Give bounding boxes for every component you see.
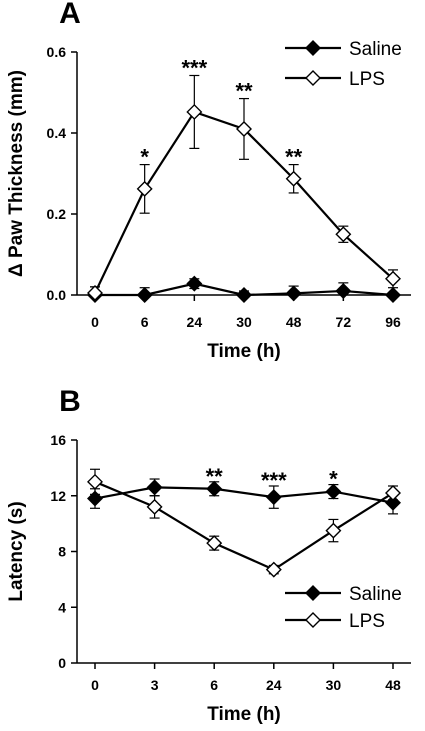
data-point [236, 287, 252, 303]
y-tick-label: 4 [58, 599, 66, 615]
data-point [136, 180, 153, 197]
data-point [335, 226, 352, 243]
data-point [87, 473, 103, 490]
significance-marker: ** [206, 464, 224, 489]
legend-label: Saline [349, 584, 402, 605]
data-point [385, 287, 401, 303]
data-point [136, 287, 153, 303]
data-point [335, 282, 352, 299]
data-point [285, 285, 302, 302]
data-point [385, 270, 401, 287]
legend-marker [305, 70, 321, 86]
legend: Saline LPS [285, 584, 402, 632]
series-line [94, 486, 394, 504]
y-tick-label: 0.2 [47, 206, 67, 222]
x-tick-label: 6 [210, 677, 218, 693]
legend-marker [305, 585, 321, 601]
data-point [87, 284, 103, 301]
y-tick-label: 0.0 [47, 287, 67, 303]
x-tick-label: 48 [385, 677, 401, 693]
series-saline [87, 275, 401, 303]
y-tick-label: 0.6 [47, 44, 67, 60]
y-tick-label: 16 [50, 432, 66, 448]
y-tick-label: 0.4 [47, 125, 67, 141]
significance-marker: ** [285, 145, 303, 170]
data-point [236, 120, 252, 137]
data-point [206, 535, 223, 552]
legend-marker [305, 40, 321, 56]
data-point [325, 483, 342, 500]
x-axis-label: Time (h) [207, 704, 281, 725]
x-tick-label: 96 [385, 314, 401, 330]
x-tick-label: 24 [266, 677, 282, 693]
y-tick-label: 8 [58, 544, 66, 560]
x-tick-label: 24 [187, 314, 203, 330]
x-tick-label: 3 [151, 677, 159, 693]
legend-label: LPS [349, 611, 385, 632]
data-point [186, 103, 203, 120]
series-lps [87, 468, 401, 578]
y-tick-label: 12 [50, 488, 66, 504]
significance-marker: ** [235, 79, 253, 104]
x-tick-label: 48 [286, 314, 302, 330]
y-axis-label: Latency (s) [6, 501, 27, 601]
data-point [146, 498, 163, 515]
significance-marker: *** [261, 468, 287, 493]
series-saline [87, 478, 401, 515]
x-tick-label: 72 [336, 314, 352, 330]
x-axis-label: Time (h) [207, 341, 281, 362]
x-tick-label: 30 [326, 677, 342, 693]
legend-label: LPS [349, 69, 385, 90]
data-point [265, 489, 282, 506]
series-line [94, 480, 394, 571]
panel-letter: A [59, 0, 81, 30]
panel-letter: B [59, 385, 81, 418]
panel-a: A 0.0 0.2 0.4 0.6 0 6 24 30 48 72 96 Time (h) Δ Paw T… [6, 0, 411, 362]
x-tick-label: 6 [141, 314, 149, 330]
x-tick-label: 0 [91, 314, 99, 330]
x-tick-label: 30 [236, 314, 252, 330]
data-point [385, 484, 401, 501]
data-point [146, 479, 163, 496]
data-point [325, 522, 342, 539]
legend-marker [305, 612, 321, 628]
legend: Saline LPS [285, 39, 402, 90]
data-point [206, 480, 223, 497]
y-axis-label: Δ Paw Thickness (mm) [6, 70, 27, 277]
legend-label: Saline [349, 39, 402, 60]
significance-marker: * [140, 145, 149, 170]
significance-marker: * [329, 467, 338, 492]
y-tick-label: 0 [58, 655, 66, 671]
data-point [87, 490, 103, 507]
x-tick-label: 0 [91, 677, 99, 693]
data-point [265, 561, 282, 578]
series-lps [87, 74, 401, 301]
data-point [186, 275, 203, 292]
data-point [285, 170, 302, 187]
significance-marker: *** [181, 55, 207, 80]
